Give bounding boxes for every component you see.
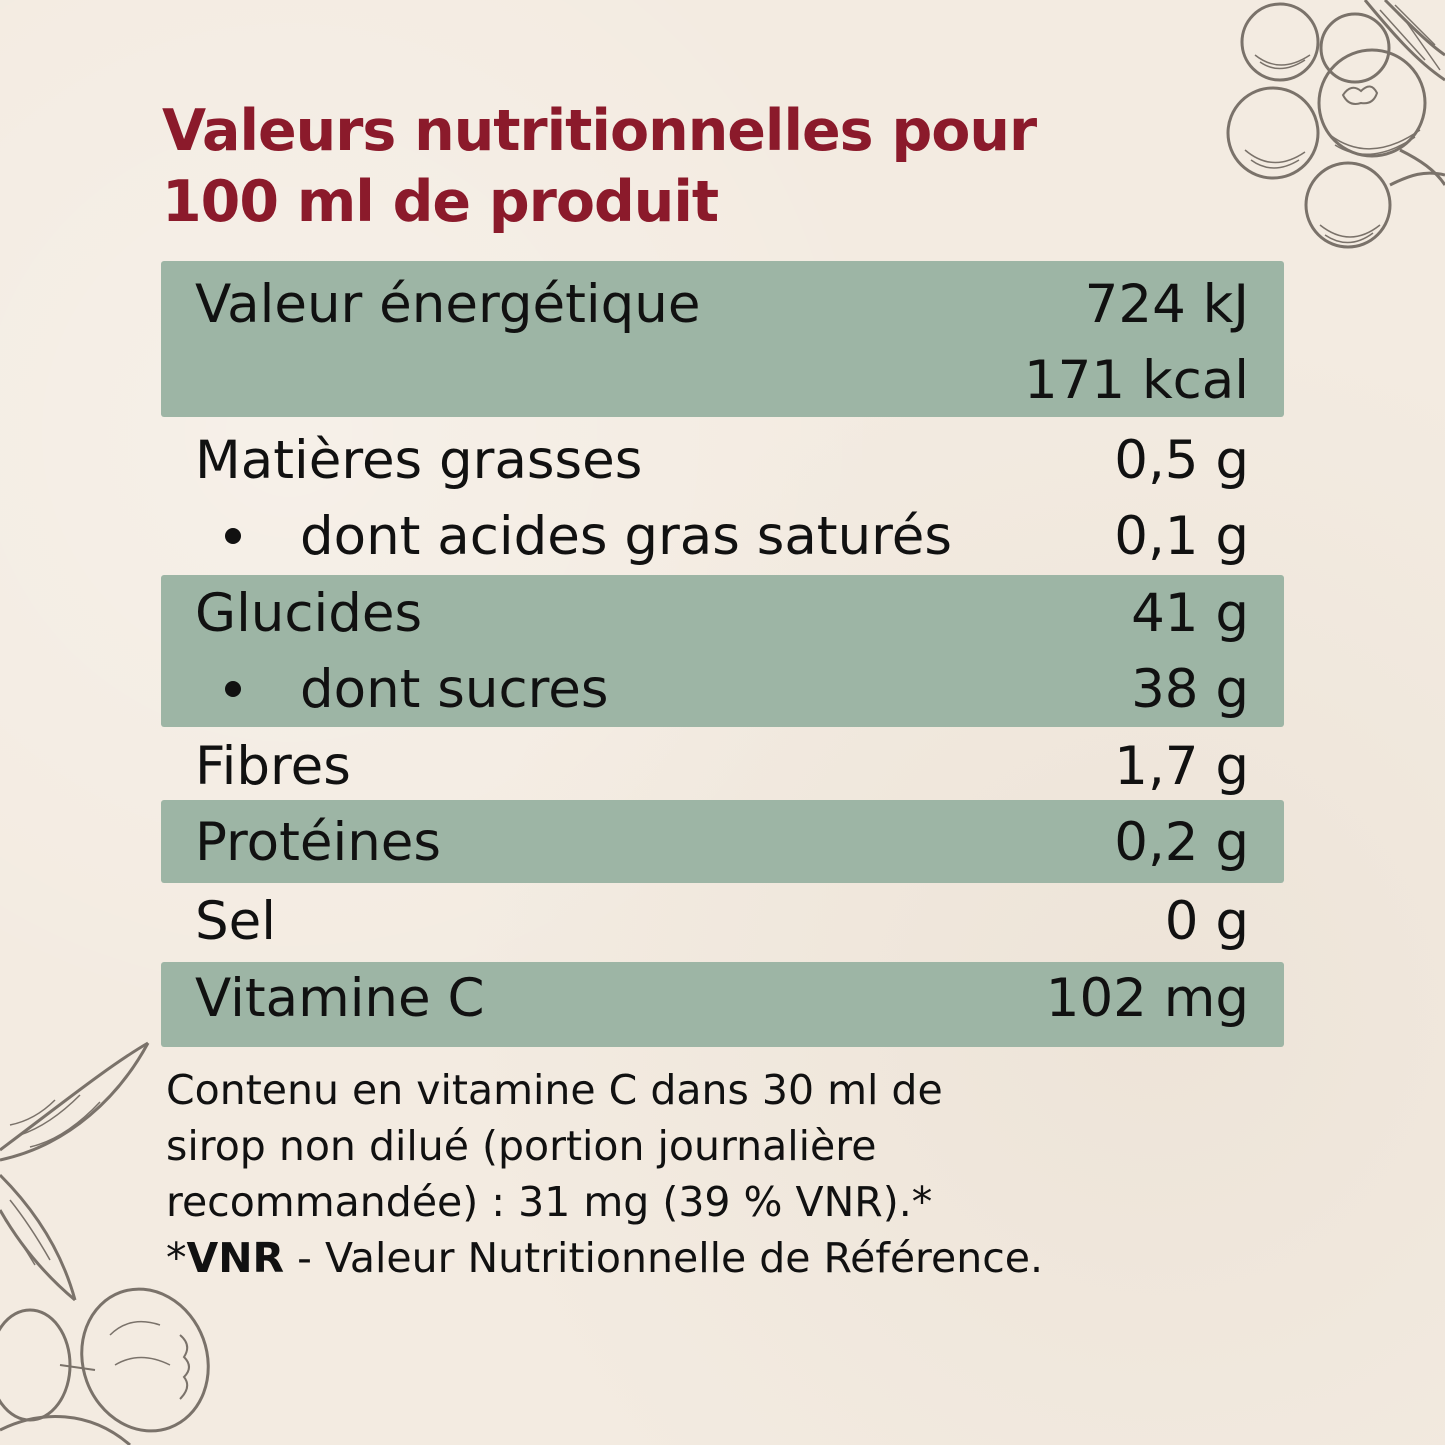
nutrient-value: 1,7 g (1114, 735, 1249, 797)
table-row-energy: Valeur énergétique 724 kJ (195, 266, 1249, 342)
table-row-fibre: Fibres 1,7 g (195, 728, 1249, 804)
table-row-energy-kcal: 171 kcal (195, 342, 1249, 418)
vnr-definition: *VNR - Valeur Nutritionnelle de Référenc… (166, 1230, 1286, 1286)
nutrient-label: Glucides (195, 582, 423, 644)
footnote-line-2: sirop non dilué (portion journalière (166, 1122, 877, 1170)
nutrient-value: 0,2 g (1114, 811, 1249, 873)
footnote: Contenu en vitamine C dans 30 ml de siro… (166, 1062, 1286, 1286)
bullet-icon (225, 528, 241, 544)
table-row-protein: Protéines 0,2 g (195, 804, 1249, 880)
nutrient-label: dont sucres (300, 658, 609, 720)
row-band-vitamin-c (161, 962, 1284, 1047)
table-row-fat: Matières grasses 0,5 g (195, 422, 1249, 498)
bullet-icon (225, 681, 241, 697)
vnr-abbreviation: VNR (186, 1234, 285, 1282)
nutrient-value-kcal: 171 kcal (1023, 349, 1249, 411)
nutrient-label: Protéines (195, 811, 442, 873)
table-row-vitamin-c: Vitamine C 102 mg (195, 960, 1249, 1036)
nutrient-value: 38 g (1131, 658, 1249, 720)
nutrient-value: 0,1 g (1114, 505, 1249, 567)
vnr-definition-text: - Valeur Nutritionnelle de Référence. (284, 1234, 1044, 1282)
nutrient-value: 0,5 g (1114, 429, 1249, 491)
nutrient-label: Fibres (195, 735, 351, 797)
nutrient-label: dont acides gras saturés (300, 505, 953, 567)
nutrient-value: 0 g (1164, 890, 1249, 952)
nutrient-label: Vitamine C (195, 967, 485, 1029)
page-title: Valeurs nutritionnelles pour 100 ml de p… (162, 96, 1037, 238)
table-row-salt: Sel 0 g (195, 883, 1249, 959)
row-band-carbs (161, 575, 1284, 727)
title-line-1: Valeurs nutritionnelles pour (162, 98, 1037, 164)
nutrient-value: 41 g (1131, 582, 1249, 644)
nutrient-value: 102 mg (1045, 967, 1249, 1029)
nutrient-value-kj: 724 kJ (1084, 273, 1249, 335)
nutrient-label: Valeur énergétique (195, 273, 701, 335)
footnote-line-3: recommandée) : 31 mg (39 % VNR).* (166, 1178, 933, 1226)
row-band-energy (161, 261, 1284, 417)
berry-cluster-illustration-icon (1226, 0, 1445, 249)
table-row-carbs: Glucides 41 g (195, 575, 1249, 651)
footnote-line-1: Contenu en vitamine C dans 30 ml de (166, 1066, 943, 1114)
table-row-sugars: dont sucres 38 g (195, 651, 1249, 727)
nutrient-label: Sel (195, 890, 276, 952)
row-band-protein (161, 800, 1284, 883)
vnr-asterisk: * (166, 1234, 187, 1282)
nutrient-label: Matières grasses (195, 429, 643, 491)
table-row-saturated-fat: dont acides gras saturés 0,1 g (195, 498, 1249, 574)
title-line-2: 100 ml de produit (162, 169, 719, 235)
